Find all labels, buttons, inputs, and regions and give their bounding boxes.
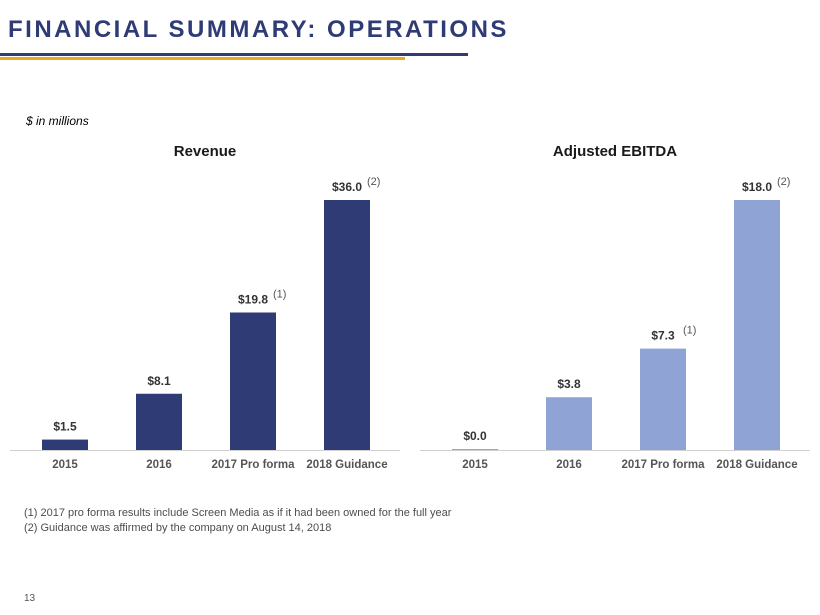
data-label-note: (2) xyxy=(367,176,380,188)
data-label: $0.0 xyxy=(463,429,487,443)
bar-2017-pro-forma xyxy=(230,312,276,450)
category-label: 2018 Guidance xyxy=(716,459,797,471)
data-label: $8.1 xyxy=(147,374,171,388)
adjusted-ebitda-chart: Adjusted EBITDA $0.0 2015 $3.8 2016 $7.3 (1) 20… xyxy=(420,130,810,480)
bar-2018-guidance xyxy=(324,200,370,450)
footnotes: (1) 2017 pro forma results include Scree… xyxy=(24,506,451,536)
bar-2015 xyxy=(42,439,88,450)
category-label: 2016 xyxy=(146,459,172,471)
bar-2015 xyxy=(452,449,498,450)
bar-2016 xyxy=(546,397,592,450)
adjusted-ebitda-chart-svg: Adjusted EBITDA $0.0 2015 $3.8 2016 $7.3 (1) 20… xyxy=(420,143,810,471)
units-note: $ in millions xyxy=(26,114,89,128)
slide-title: FINANCIAL SUMMARY: OPERATIONS xyxy=(8,16,509,43)
bar-2016 xyxy=(136,393,182,450)
chart-title: Adjusted EBITDA xyxy=(553,143,677,160)
category-label: 2018 Guidance xyxy=(306,459,387,471)
category-label: 2015 xyxy=(462,459,488,471)
data-label: $7.3 xyxy=(651,329,675,343)
chart-title: Revenue xyxy=(174,143,237,160)
title-underline-gold xyxy=(0,57,405,60)
title-underline-navy xyxy=(0,53,468,56)
data-label: $1.5 xyxy=(53,420,77,434)
data-label: $36.0 xyxy=(332,180,362,194)
bar-2017-pro-forma xyxy=(640,348,686,450)
category-label: 2017 Pro forma xyxy=(621,459,705,471)
footnote-2: (2) Guidance was affirmed by the company… xyxy=(24,522,332,534)
data-label: $18.0 xyxy=(742,180,772,194)
footnote-1: (1) 2017 pro forma results include Scree… xyxy=(24,507,452,519)
data-label-note: (1) xyxy=(683,325,696,337)
bar-2018-guidance xyxy=(734,200,780,450)
data-label-note: (1) xyxy=(273,289,286,301)
category-label: 2017 Pro forma xyxy=(211,459,295,471)
page-number: 13 xyxy=(24,593,36,604)
category-label: 2016 xyxy=(556,459,582,471)
data-label-note: (2) xyxy=(777,176,790,188)
data-label: $19.8 xyxy=(238,293,268,307)
revenue-chart: Revenue $1.5 2015 $8.1 2016 $19.8 (1) 2017 Pro … xyxy=(10,130,400,480)
data-label: $3.8 xyxy=(557,377,581,391)
category-label: 2015 xyxy=(52,459,78,471)
revenue-chart-svg: Revenue $1.5 2015 $8.1 2016 $19.8 (1) 2017 Pro … xyxy=(10,143,400,471)
